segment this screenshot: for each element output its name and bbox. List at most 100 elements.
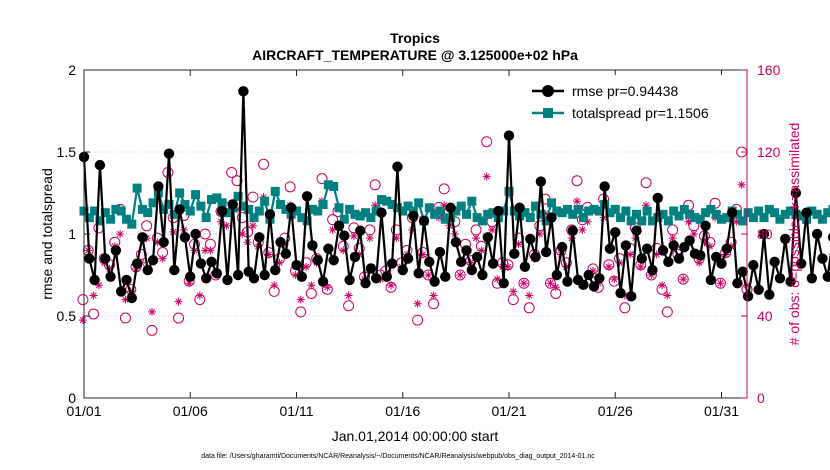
x-axis-label: Jan.01,2014 00:00:00 start <box>332 428 499 444</box>
totalspread-point <box>679 204 689 214</box>
totalspread-point <box>637 216 647 226</box>
left-tick-label: 1.5 <box>57 144 77 160</box>
totalspread-point <box>212 193 222 203</box>
right-tick-label: 80 <box>757 226 773 242</box>
totalspread-point <box>722 213 732 223</box>
totalspread-point <box>116 206 126 216</box>
rmse-point <box>732 278 743 289</box>
totalspread-point <box>430 209 440 219</box>
rmse-point <box>270 264 281 276</box>
y-axis-label-right: # of obs: o=possible; ∗=assimilated <box>786 123 802 346</box>
rmse-point <box>785 276 796 287</box>
obs-possible-point <box>141 220 153 232</box>
rmse-point <box>471 251 483 263</box>
obs-possible-point <box>231 175 243 187</box>
obs-assimilated-point <box>270 281 279 290</box>
rmse-point <box>583 269 594 281</box>
totalspread-point <box>244 204 254 214</box>
totalspread-point <box>706 204 716 214</box>
obs-assimilated-point <box>195 291 204 300</box>
rmse-line <box>82 90 830 300</box>
rmse-point <box>737 266 748 277</box>
totalspread-point <box>541 216 551 226</box>
rmse-point <box>200 273 212 284</box>
obs-possible-point <box>247 191 259 203</box>
obs-possible-point <box>119 312 131 324</box>
totalspread-point <box>323 180 333 190</box>
rmse-point <box>509 248 520 259</box>
totalspread-point <box>520 208 530 218</box>
totalspread-point <box>371 206 381 216</box>
rmse-point <box>323 243 334 254</box>
obs-assimilated-point <box>610 275 619 284</box>
rmse-point <box>450 237 462 248</box>
x-tick-label: 01/26 <box>598 403 633 419</box>
totalspread-point <box>562 204 572 214</box>
totalspread-point <box>584 206 594 216</box>
totalspread-point <box>435 206 445 216</box>
totalspread-point <box>738 216 748 226</box>
rmse-point <box>413 268 424 279</box>
rmse-point <box>339 230 350 241</box>
totalspread-point <box>509 206 519 216</box>
rmse-point <box>344 274 355 286</box>
rmse-point <box>169 264 180 276</box>
rmse-point <box>142 264 153 276</box>
rmse-point <box>285 202 297 213</box>
obs-assimilated-point <box>248 221 257 230</box>
totalspread-point <box>191 190 201 200</box>
left-tick-label: 0 <box>68 390 76 406</box>
totalspread-point <box>414 198 424 208</box>
right-axis: 0 40 80 120 160 <box>741 62 781 406</box>
rmse-point <box>673 253 685 264</box>
obs-assimilated-point <box>307 281 316 290</box>
obs-assimilated-point <box>472 234 481 243</box>
totalspread-point <box>169 209 179 219</box>
rmse-point <box>466 264 478 276</box>
rmse-point <box>636 253 648 264</box>
rmse-point <box>742 291 754 302</box>
rmse-point <box>296 271 308 282</box>
totalspread-point <box>589 204 599 214</box>
rmse-point <box>418 215 430 227</box>
rmse-point <box>657 245 669 256</box>
rmse-point <box>477 269 488 281</box>
rmse-point <box>556 241 568 253</box>
right-tick-label: 40 <box>757 308 773 324</box>
rmse-point <box>668 240 679 251</box>
rmse-point <box>131 258 143 269</box>
rmse-point <box>275 237 286 248</box>
totalspread-point <box>674 211 684 221</box>
obs-assimilated-point <box>158 254 167 263</box>
totalspread-point <box>137 204 147 214</box>
x-axis: 01/01 01/06 01/11 01/16 01/21 01/26 01/31 <box>66 70 739 419</box>
totalspread-point <box>764 204 774 214</box>
obs-assimilated-point <box>679 275 688 284</box>
right-tick-label: 120 <box>757 144 781 160</box>
obs-assimilated-point <box>573 197 581 206</box>
rmse-point <box>455 256 467 268</box>
totalspread-point <box>334 203 344 213</box>
totalspread-point <box>164 199 174 209</box>
rmse-point <box>764 289 775 300</box>
rmse-point <box>381 271 393 282</box>
totalspread-point <box>307 204 317 214</box>
right-tick-label: 0 <box>757 390 765 406</box>
legend-spread-marker <box>543 108 553 118</box>
obs-assimilated-point <box>626 250 635 259</box>
obs-assimilated-point <box>206 246 215 255</box>
rmse-point <box>822 271 830 282</box>
totalspread-point <box>238 201 248 211</box>
obs-possible-point <box>258 158 270 170</box>
x-tick-label: 01/21 <box>491 403 526 419</box>
rmse-point <box>647 264 658 276</box>
totalspread-point <box>175 188 185 198</box>
totalspread-point <box>711 209 721 219</box>
rmse-point <box>695 250 706 261</box>
totalspread-point <box>260 196 270 206</box>
totalspread-point <box>658 209 668 219</box>
rmse-point <box>769 256 780 268</box>
left-tick-label: 2 <box>68 62 76 78</box>
rmse-point <box>174 204 185 215</box>
totalspread-point <box>392 203 402 213</box>
